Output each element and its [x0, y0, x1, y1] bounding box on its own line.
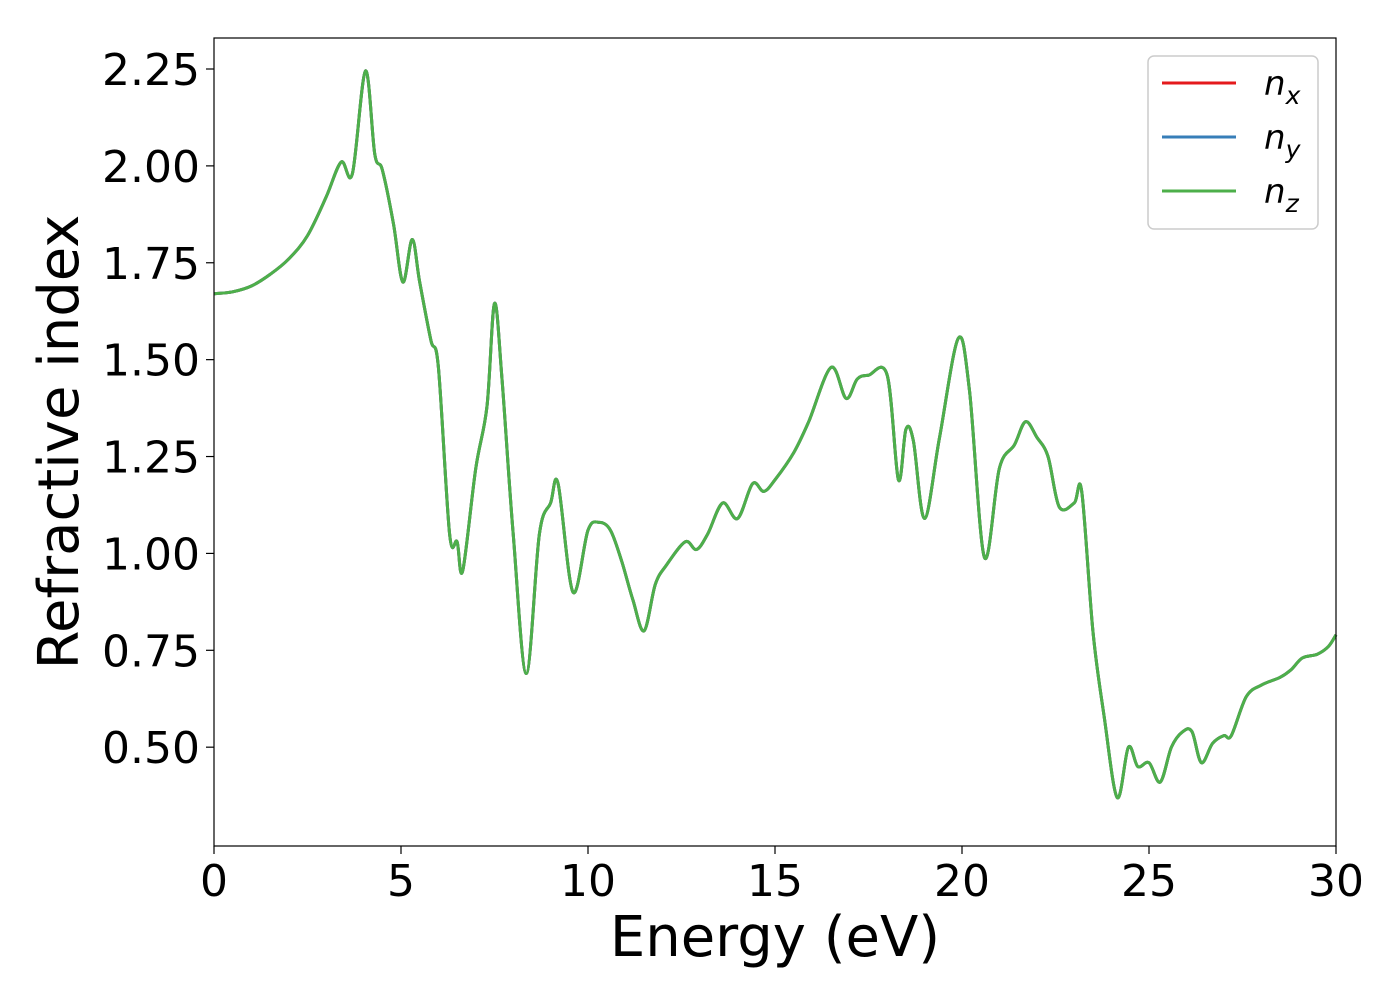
x-tick-label: 30: [1308, 856, 1364, 907]
y-tick-label: 2.00: [102, 142, 200, 193]
x-tick-label: 10: [560, 856, 616, 907]
x-tick-label: 20: [934, 856, 990, 907]
legend: nx ny nz: [1147, 55, 1319, 230]
y-axis-label: Refractive index: [27, 215, 92, 670]
x-tick-label: 25: [1121, 856, 1177, 907]
y-tick-label: 0.75: [102, 626, 200, 677]
legend-label-x: nx: [1264, 64, 1301, 110]
x-tick-label: 15: [747, 856, 803, 907]
y-tick-label: 1.75: [102, 239, 200, 290]
y-tick-label: 0.50: [102, 723, 200, 774]
x-tick-label: 5: [387, 856, 415, 907]
y-tick-label: 2.25: [102, 45, 200, 96]
y-tick-label: 1.25: [102, 433, 200, 484]
y-axis-ticks: 0.50 0.75 1.00 1.25 1.50 1.75 2.00 2.25: [102, 45, 214, 774]
y-tick-label: 1.50: [102, 336, 200, 387]
x-axis-ticks: 0 5 10 15 20 25 30: [200, 846, 1364, 907]
series-line-z: [213, 69, 1338, 800]
legend-frame: [1147, 55, 1319, 230]
x-tick-label: 0: [200, 856, 228, 907]
x-axis-label: Energy (eV): [610, 905, 940, 970]
legend-label-z: nz: [1264, 172, 1300, 218]
legend-label-y: ny: [1264, 118, 1302, 164]
series-layer: [213, 69, 1338, 800]
y-tick-label: 1.00: [102, 529, 200, 580]
